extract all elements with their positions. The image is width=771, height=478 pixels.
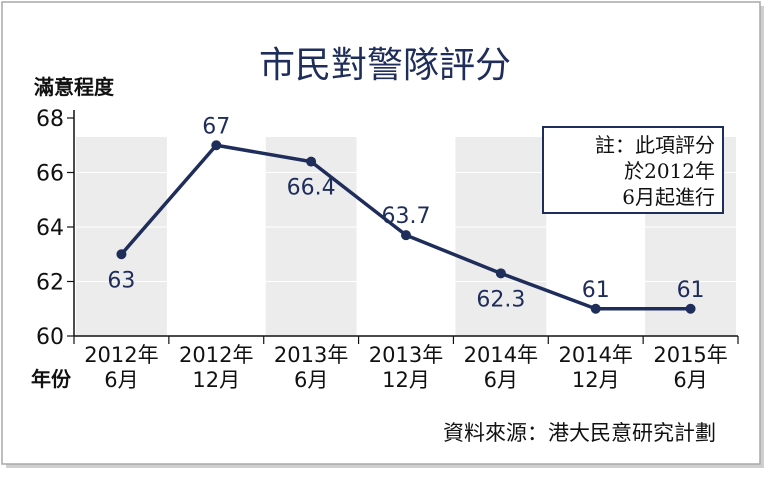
data-label: 63 [107,268,135,293]
y-tick-label: 60 [36,325,64,350]
x-tick-label-year: 2012年 [179,343,253,367]
x-tick-label-year: 2012年 [84,343,158,367]
data-label: 63.7 [382,204,431,229]
data-labels: 63 67 66.4 63.7 62.3 61 61 [107,114,704,312]
x-tick-label-year: 2015年 [653,343,727,367]
data-label: 66.4 [287,176,336,201]
y-tick-label: 62 [36,271,64,296]
note-line-1: 註：此項評分 [595,133,715,157]
y-tick-label: 66 [36,162,64,187]
x-tick-label-year: 2014年 [558,343,632,367]
note-line-2: 於2012年 [624,159,715,183]
data-label: 67 [202,114,230,139]
x-tick-label-month: 6月 [484,368,518,392]
data-point [401,230,411,241]
x-tick-label-year: 2014年 [464,343,538,367]
x-tick-label-month: 12月 [382,368,430,392]
data-label: 62.3 [476,287,525,312]
note-border [542,126,724,214]
x-tick-label-month: 6月 [294,368,328,392]
data-point [116,249,127,260]
x-tick-labels: 2012年6月2012年12月2013年6月2013年12月2014年6月201… [84,343,728,392]
data-point [211,140,222,151]
y-tick-labels: 60 62 64 66 68 [36,107,64,350]
band-4 [455,137,547,336]
note-box: 註：此項評分 於2012年 6月起進行 [542,126,724,214]
data-label: 61 [582,278,610,303]
data-point [590,303,601,314]
x-tick-label-year: 2013年 [274,343,348,367]
x-tick-label-month: 6月 [104,368,138,392]
chart-title: 市民對警隊評分 [259,45,511,86]
x-tick-label-month: 12月 [192,368,240,392]
data-point [495,268,506,279]
axes [73,110,739,344]
x-axis-label: 年份 [31,367,72,391]
band-2 [265,137,357,336]
x-tick-label-month: 6月 [673,368,707,392]
band-0 [76,137,167,336]
data-point [685,303,696,314]
y-axis-label: 滿意程度 [34,75,115,99]
data-label: 61 [677,278,705,303]
x-tick-label-month: 12月 [572,368,620,392]
data-point [306,156,317,167]
source-label: 資料來源：港大民意研究計劃 [443,421,716,445]
note-line-3: 6月起進行 [622,185,715,209]
series-line [116,140,696,314]
y-tick-label: 68 [36,107,64,132]
x-tick-label-year: 2013年 [369,343,443,367]
y-tick-label: 64 [36,216,64,241]
